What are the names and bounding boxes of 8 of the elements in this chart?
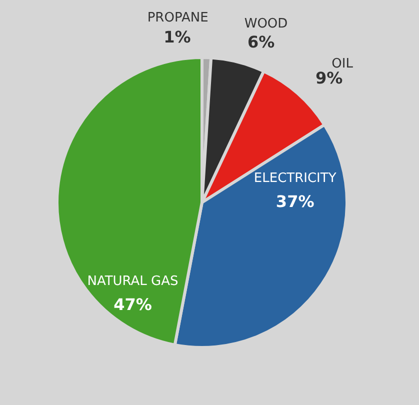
data-label: 47% — [114, 295, 152, 314]
data-label: 1% — [164, 28, 191, 47]
slice-label: NATURAL GAS — [87, 274, 178, 290]
slice-label: PROPANE — [147, 10, 208, 26]
slice-label: WOOD — [244, 16, 288, 32]
slice-label: ELECTRICITY — [254, 170, 336, 186]
data-label: 37% — [276, 192, 314, 211]
data-label: 6% — [247, 32, 275, 52]
